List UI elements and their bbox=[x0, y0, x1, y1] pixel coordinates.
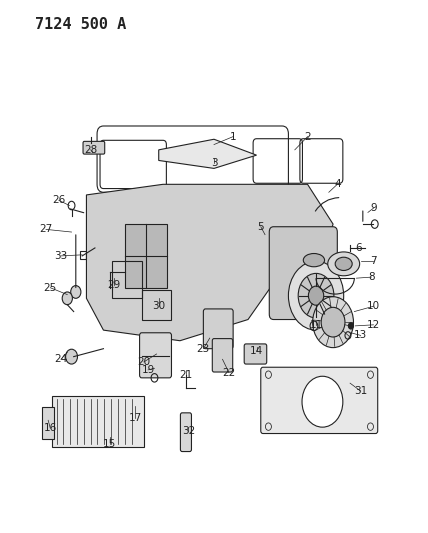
Text: 28: 28 bbox=[84, 145, 97, 155]
Text: 7124 500 A: 7124 500 A bbox=[36, 17, 127, 33]
Circle shape bbox=[348, 322, 354, 329]
Circle shape bbox=[62, 292, 72, 305]
Text: 24: 24 bbox=[54, 354, 68, 364]
Text: 15: 15 bbox=[103, 439, 116, 449]
Text: 21: 21 bbox=[180, 370, 193, 380]
Circle shape bbox=[321, 308, 345, 337]
Text: 5: 5 bbox=[258, 222, 264, 232]
Text: 12: 12 bbox=[367, 320, 380, 330]
Bar bbox=[52, 397, 144, 447]
Circle shape bbox=[71, 286, 81, 298]
FancyBboxPatch shape bbox=[181, 413, 191, 451]
FancyBboxPatch shape bbox=[269, 227, 337, 319]
Ellipse shape bbox=[335, 257, 352, 270]
Circle shape bbox=[65, 349, 77, 364]
Bar bbox=[125, 224, 167, 288]
Text: 31: 31 bbox=[354, 386, 367, 396]
Text: 9: 9 bbox=[370, 203, 377, 213]
Polygon shape bbox=[159, 139, 256, 168]
Text: 11: 11 bbox=[309, 320, 323, 330]
FancyBboxPatch shape bbox=[140, 333, 172, 378]
Text: 29: 29 bbox=[107, 280, 121, 290]
Text: 22: 22 bbox=[222, 368, 235, 377]
Text: 23: 23 bbox=[197, 344, 210, 354]
Text: 17: 17 bbox=[129, 413, 142, 423]
Bar bbox=[112, 261, 142, 298]
Bar bbox=[42, 407, 54, 439]
Text: 14: 14 bbox=[250, 346, 263, 357]
FancyBboxPatch shape bbox=[244, 344, 267, 364]
Text: 33: 33 bbox=[54, 251, 68, 261]
Circle shape bbox=[309, 286, 324, 305]
FancyBboxPatch shape bbox=[212, 338, 233, 372]
Text: 13: 13 bbox=[354, 330, 367, 341]
FancyBboxPatch shape bbox=[203, 309, 233, 349]
Text: 3: 3 bbox=[211, 158, 217, 168]
Ellipse shape bbox=[303, 254, 324, 266]
FancyBboxPatch shape bbox=[261, 367, 378, 433]
Text: 30: 30 bbox=[152, 301, 165, 311]
Text: 2: 2 bbox=[304, 132, 311, 142]
Text: 27: 27 bbox=[39, 224, 53, 235]
Text: 25: 25 bbox=[44, 282, 57, 293]
Text: 8: 8 bbox=[368, 272, 374, 282]
Circle shape bbox=[298, 273, 334, 318]
Polygon shape bbox=[263, 375, 374, 428]
Bar bbox=[80, 251, 86, 259]
Polygon shape bbox=[86, 184, 333, 341]
Text: 4: 4 bbox=[334, 179, 341, 189]
Circle shape bbox=[312, 297, 354, 348]
Text: 32: 32 bbox=[182, 426, 195, 436]
Text: 6: 6 bbox=[355, 243, 362, 253]
Circle shape bbox=[288, 261, 344, 330]
Text: 7: 7 bbox=[370, 256, 377, 266]
Text: 26: 26 bbox=[52, 195, 65, 205]
Text: 1: 1 bbox=[230, 132, 236, 142]
Text: 19: 19 bbox=[142, 365, 155, 375]
Bar bbox=[142, 290, 172, 319]
Text: 10: 10 bbox=[367, 301, 380, 311]
FancyBboxPatch shape bbox=[83, 141, 105, 154]
Ellipse shape bbox=[328, 252, 360, 276]
Text: 16: 16 bbox=[44, 423, 57, 433]
Text: 20: 20 bbox=[137, 357, 150, 367]
Circle shape bbox=[302, 376, 343, 427]
